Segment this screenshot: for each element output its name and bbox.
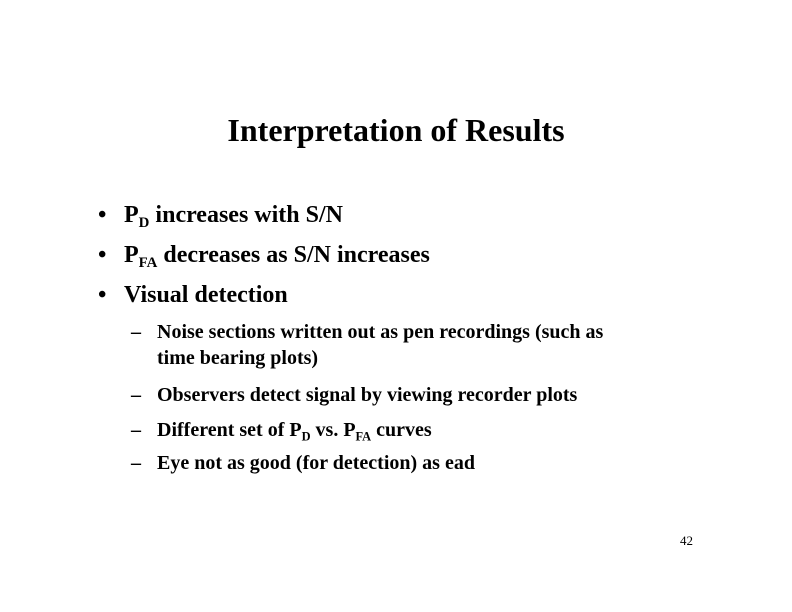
subbullet-text-line2: time bearing plots) — [157, 347, 319, 369]
slide-title: Interpretation of Results — [227, 112, 565, 148]
bullet-text: PFA decreases as S/N increases — [124, 240, 430, 272]
bullet-glyph: • — [98, 242, 107, 268]
subbullet-subscript: FA — [355, 429, 372, 444]
subbullet-text-part: curves — [371, 419, 432, 441]
subbullet-text-part: Different set of P — [157, 419, 302, 441]
subbullet-subscript: D — [301, 429, 311, 444]
dash-glyph: – — [131, 452, 141, 474]
dash-glyph: – — [131, 321, 141, 343]
dash-glyph: – — [131, 384, 141, 406]
bullet-glyph: • — [98, 202, 107, 228]
bullet-text: Visual detection — [124, 282, 288, 308]
bullet-subscript: FA — [138, 255, 158, 272]
bullet-text-part: P — [124, 242, 139, 268]
page-number: 42 — [680, 533, 693, 548]
bullet-glyph: • — [98, 282, 107, 308]
subbullet-text-line1: Noise sections written out as pen record… — [157, 321, 604, 343]
bullet-text-part: decreases as S/N increases — [157, 242, 430, 268]
dash-glyph: – — [131, 419, 141, 441]
bullet-text: PD increases with S/N — [124, 200, 343, 232]
subbullet-text: Different set of PD vs. PFA curves — [157, 418, 432, 444]
subbullet-text: Eye not as good (for detection) as ead — [157, 452, 475, 474]
bullet-text-part: increases with S/N — [149, 202, 343, 228]
subbullet-text-part: vs. P — [310, 419, 356, 441]
bullet-subscript: D — [138, 215, 150, 232]
subbullet-text: Observers detect signal by viewing recor… — [157, 384, 578, 406]
bullet-text-part: P — [124, 202, 139, 228]
